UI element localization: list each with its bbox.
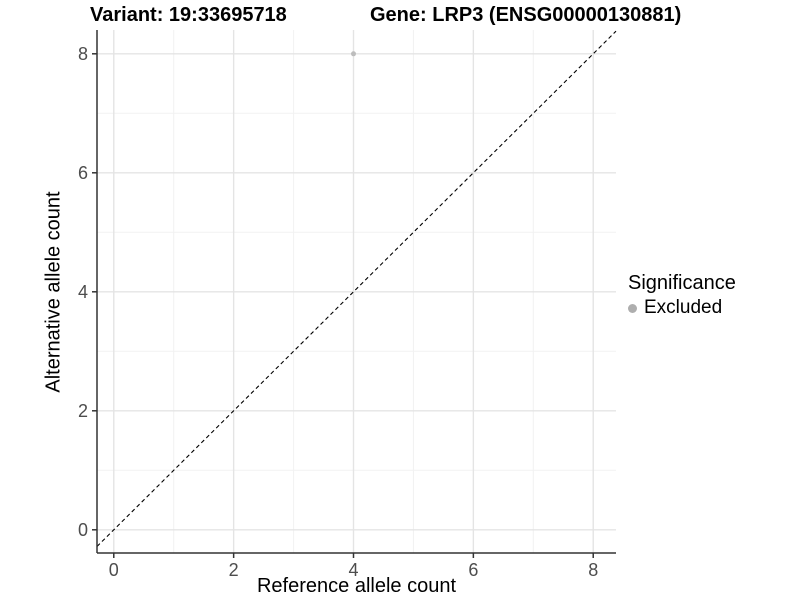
- y-tick-label: 6: [78, 163, 88, 183]
- legend-entry-excluded: Excluded: [628, 297, 736, 319]
- x-tick-label: 2: [229, 560, 239, 580]
- x-tick-label: 6: [468, 560, 478, 580]
- legend-entry-label: Excluded: [644, 297, 723, 318]
- y-tick-label: 2: [78, 401, 88, 421]
- plot-title-gene: Gene: LRP3 (ENSG00000130881): [370, 4, 682, 26]
- legend-marker-circle-icon: [628, 303, 637, 313]
- legend-title: Significance: [628, 272, 736, 294]
- plot-title-variant: Variant: 19:33695718: [90, 4, 287, 26]
- y-axis-title: Alternative allele count: [42, 191, 65, 393]
- x-tick-label: 8: [588, 560, 598, 580]
- identity-line: [96, 30, 617, 547]
- y-tick-label: 4: [78, 282, 88, 302]
- x-axis-title: Reference allele count: [256, 575, 456, 597]
- x-tick-label: 4: [348, 560, 358, 580]
- x-tick-label: 0: [109, 560, 119, 580]
- y-tick-label: 8: [78, 44, 88, 64]
- data-point: [351, 51, 357, 57]
- legend: Significance Excluded: [628, 272, 736, 319]
- y-tick-label: 0: [78, 520, 88, 540]
- plot-panel: 0 2 4 6 8 0 2 4 6 8: [78, 30, 617, 580]
